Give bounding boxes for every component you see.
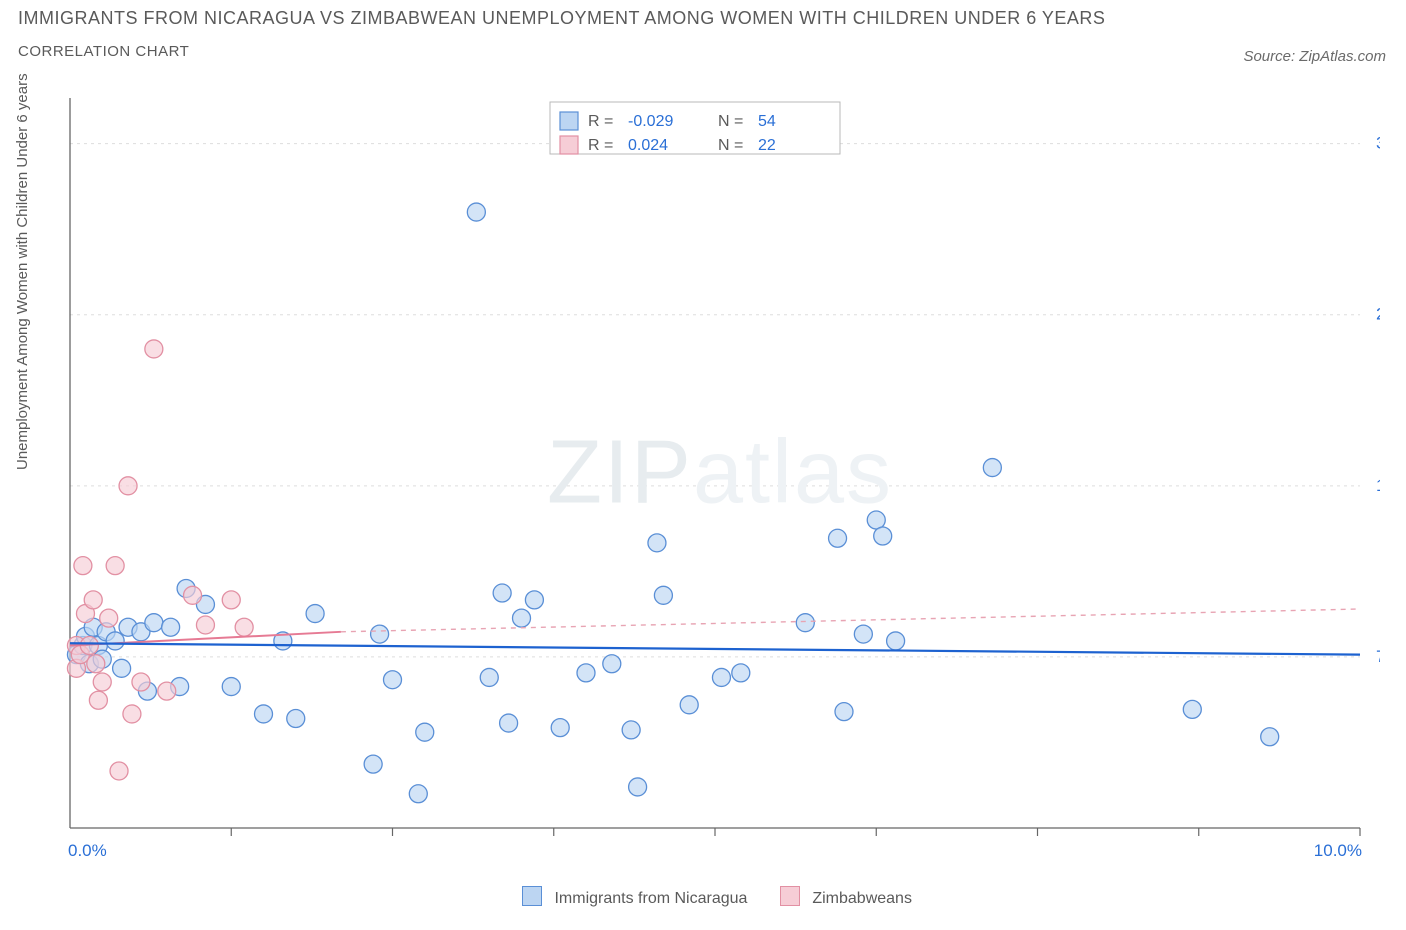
chart-subtitle: CORRELATION CHART xyxy=(18,43,1105,60)
svg-text:0.0%: 0.0% xyxy=(68,841,107,858)
scatter-plot: ZIPatlas 7.5%15.0%22.5%30.0%0.0%10.0%R =… xyxy=(60,88,1380,858)
svg-text:N =: N = xyxy=(718,113,743,130)
title-area: IMMIGRANTS FROM NICARAGUA VS ZIMBABWEAN … xyxy=(18,8,1105,60)
svg-text:-0.029: -0.029 xyxy=(628,113,673,130)
legend-swatch-nicaragua xyxy=(522,886,542,906)
svg-text:10.0%: 10.0% xyxy=(1314,841,1362,858)
svg-text:R =: R = xyxy=(588,113,613,130)
chart-svg: 7.5% 15.0% 22.5% 30.0% 0.0% 10.0% R = -0.029 N =… xyxy=(60,88,1380,858)
svg-text:0.024: 0.024 xyxy=(628,137,668,154)
svg-text:15.0%: 15.0% xyxy=(1376,476,1380,495)
legend-label-nicaragua: Immigrants from Nicaragua xyxy=(554,890,747,907)
legend-swatch-zimbabweans xyxy=(780,886,800,906)
svg-text:54: 54 xyxy=(758,113,776,130)
svg-text:N =: N = xyxy=(718,137,743,154)
bottom-legend: Immigrants from Nicaragua Zimbabweans xyxy=(0,886,1406,908)
y-axis-label: Unemployment Among Women with Children U… xyxy=(14,73,31,470)
chart-title: IMMIGRANTS FROM NICARAGUA VS ZIMBABWEAN … xyxy=(18,8,1105,29)
svg-text:R =: R = xyxy=(588,137,613,154)
svg-text:22.5%: 22.5% xyxy=(1376,305,1380,324)
svg-text:7.5%: 7.5% xyxy=(1376,647,1380,666)
legend-label-zimbabweans: Zimbabweans xyxy=(812,890,912,907)
svg-text:30.0%: 30.0% xyxy=(1376,134,1380,153)
source-attribution: Source: ZipAtlas.com xyxy=(1243,48,1386,65)
svg-text:22: 22 xyxy=(758,137,776,154)
